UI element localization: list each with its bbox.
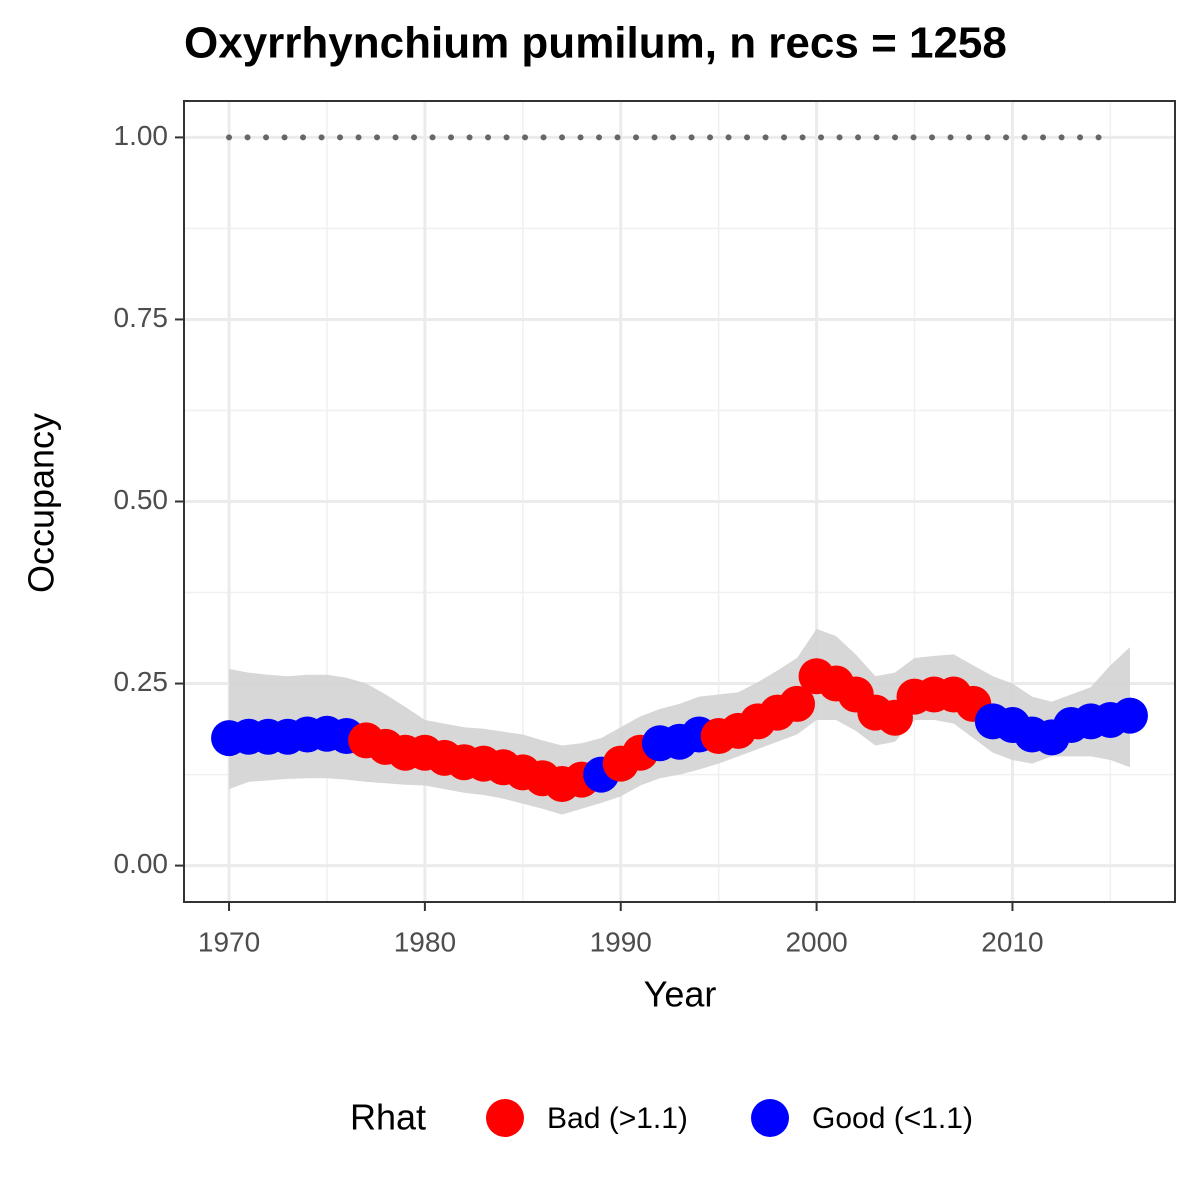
y-tick-label: 0.75 — [114, 302, 169, 333]
data-point — [779, 685, 816, 722]
legend-label: Bad (>1.1) — [547, 1102, 688, 1135]
chart-title: Oxyrrhynchium pumilum, n recs = 1258 — [184, 19, 1007, 68]
x-axis-title: Year — [644, 974, 717, 1015]
x-tick-label: 2010 — [981, 926, 1043, 957]
legend-swatch — [486, 1099, 524, 1137]
x-tick-label: 1970 — [198, 926, 260, 957]
x-tick-label: 1990 — [590, 926, 652, 957]
y-axis-title: Occupancy — [21, 413, 62, 593]
legend-title: Rhat — [350, 1097, 426, 1138]
data-point — [1111, 697, 1148, 734]
legend-label: Good (<1.1) — [812, 1102, 973, 1135]
y-tick-label: 1.00 — [114, 120, 169, 151]
x-tick-label: 2000 — [785, 926, 847, 957]
y-tick-label: 0.50 — [114, 484, 169, 515]
y-tick-label: 0.00 — [114, 848, 169, 879]
x-tick-label: 1980 — [394, 926, 456, 957]
legend-swatch — [751, 1099, 789, 1137]
y-tick-label: 0.25 — [114, 666, 169, 697]
